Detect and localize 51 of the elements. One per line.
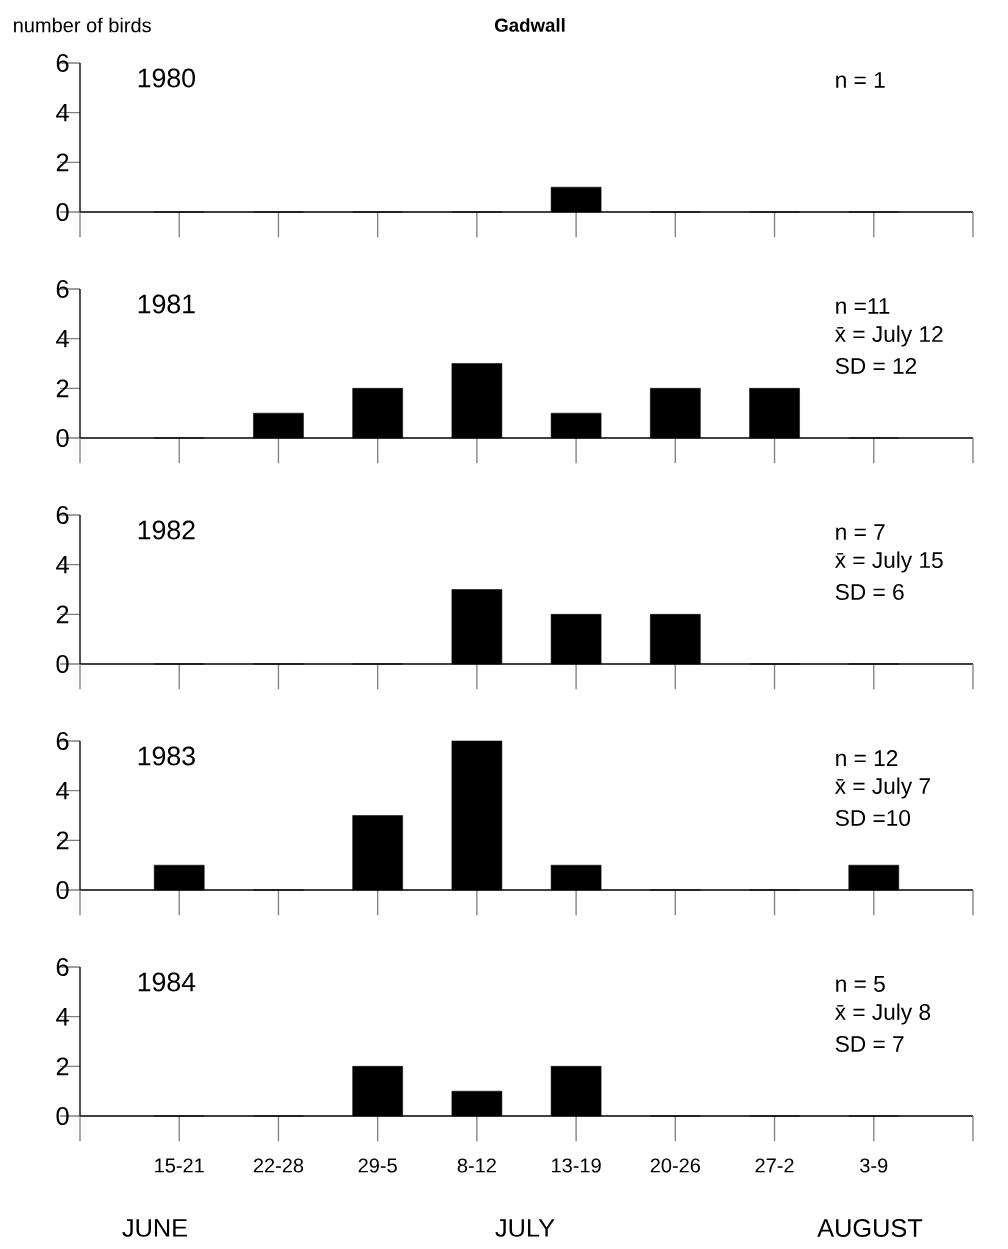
y-tick-label: 4 <box>56 103 69 122</box>
y-tick-label: 4 <box>56 781 69 800</box>
annotation: n =11 <box>836 298 890 314</box>
y-tick-label: 2 <box>56 1057 69 1076</box>
chart-subtitle: 1984 <box>138 972 196 992</box>
text: JUNE <box>122 1219 187 1237</box>
annotation: x̄ = July 12 <box>834 325 943 347</box>
annotation: SD = 6 <box>835 583 904 601</box>
x-tick-label: 3-9 <box>860 1158 888 1173</box>
annotation: SD = 12 <box>835 357 917 375</box>
y-tick-label: 0 <box>56 881 69 899</box>
y-axis-title: number of birds <box>14 17 151 33</box>
text: AUGUST <box>817 1219 923 1237</box>
y-tick-label: 2 <box>56 605 69 624</box>
x-tick-label: 29-5 <box>358 1158 397 1173</box>
annotation: SD =10 <box>835 809 911 827</box>
y-tick-label: 0 <box>56 429 69 447</box>
y-tick-label: 6 <box>56 506 69 524</box>
annotation: x̄ = July 7 <box>834 777 930 799</box>
y-tick-label: 0 <box>56 655 69 673</box>
chart-subtitle: 1981 <box>138 294 195 314</box>
y-tick-label: 0 <box>56 203 69 221</box>
y-tick-label: 6 <box>56 958 69 976</box>
x-tick-label: 13-19 <box>552 1158 601 1173</box>
annotation: n = 7 <box>836 524 885 540</box>
annotation: x̄ = July 15 <box>834 551 943 573</box>
y-tick-label: 0 <box>56 1107 69 1125</box>
x-tick-label: 15-21 <box>155 1158 204 1173</box>
annotation: n = 1 <box>836 72 885 88</box>
y-tick-label: 6 <box>56 280 69 298</box>
chart-subtitle: 1983 <box>138 746 195 766</box>
y-tick-label: 6 <box>56 54 69 72</box>
text: JULY <box>495 1219 555 1237</box>
y-tick-label: 2 <box>56 153 69 172</box>
y-tick-label: 2 <box>56 379 69 398</box>
y-tick-label: 2 <box>56 831 69 850</box>
y-tick-label: 4 <box>56 1007 69 1026</box>
x-tick-label: 22-28 <box>253 1158 304 1173</box>
chart-subtitle: 1980 <box>138 68 195 88</box>
x-tick-label: 27-2 <box>755 1158 794 1173</box>
annotation: x̄ = July 8 <box>834 1003 931 1025</box>
x-tick-label: 8-12 <box>457 1158 496 1173</box>
annotation: SD = 7 <box>835 1035 904 1053</box>
annotation: n = 5 <box>836 976 885 992</box>
y-tick-label: 4 <box>56 329 69 348</box>
x-tick-label: 20-26 <box>650 1158 701 1173</box>
chart-title: Gadwall <box>494 18 565 32</box>
y-tick-label: 6 <box>56 732 69 750</box>
annotation: n = 12 <box>836 750 898 766</box>
y-tick-label: 4 <box>56 555 69 574</box>
chart-subtitle: 1982 <box>138 520 195 540</box>
